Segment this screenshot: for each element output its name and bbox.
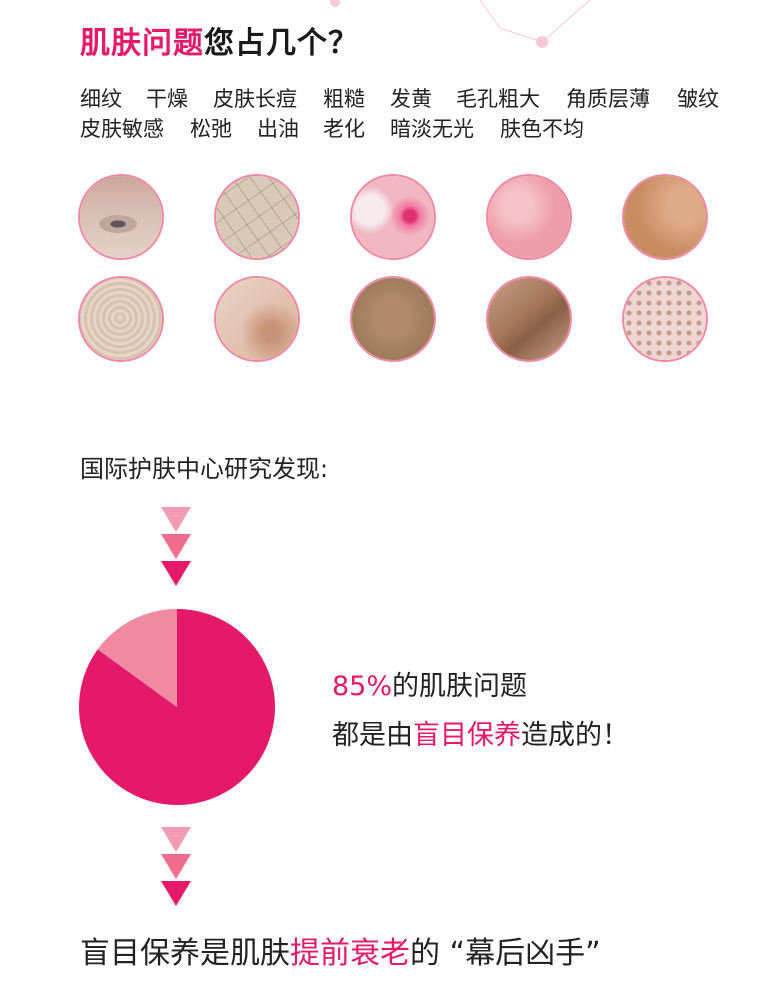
tag-sensitive: 皮肤敏感 [80, 117, 164, 141]
skin-image-yellow [622, 174, 708, 260]
bottom-pre: 盲目保养是肌肤 [80, 936, 290, 971]
fact-line-1: 85%的肌肤问题 [332, 664, 527, 703]
title-rest: 您占几个？ [204, 26, 359, 61]
tag-yellow: 发黄 [390, 87, 432, 111]
pie-chart [79, 609, 275, 805]
down-arrows-icon [160, 826, 192, 908]
pie-slice-minor [97, 609, 177, 707]
tag-row-1: 细纹 干燥 皮肤长痘 粗糙 发黄 毛孔粗大 角质层薄 皱纹 [80, 84, 730, 114]
tag-uneven-tone: 肤色不均 [500, 117, 584, 141]
tag-wrinkles: 皱纹 [677, 87, 719, 111]
skin-image-acne [350, 174, 436, 260]
skin-image-sensitive [214, 276, 300, 362]
page-title: 肌肤问题您占几个？ [80, 18, 359, 62]
study-label: 国际护肤中心研究发现: [80, 455, 329, 483]
tag-thin-cuticle: 角质层薄 [566, 87, 650, 111]
skin-image-fine-texture [78, 276, 164, 362]
bottom-post: 的 “幕后凶手” [410, 936, 601, 971]
bottom-highlight: 提前衰老 [290, 936, 410, 971]
tag-acne: 皮肤长痘 [213, 87, 297, 111]
decorative-lines [330, 0, 591, 48]
fact-highlight: 盲目保养 [413, 720, 521, 751]
tag-row-2: 皮肤敏感 松弛 出油 老化 暗淡无光 肤色不均 [80, 114, 730, 144]
fact-percent: 85% [332, 671, 393, 702]
bottom-statement: 盲目保养是肌肤提前衰老的 “幕后凶手” [80, 928, 601, 972]
tag-loose: 松弛 [190, 117, 232, 141]
tag-large-pores: 毛孔粗大 [456, 87, 540, 111]
fact-line1-text: 的肌肤问题 [392, 671, 528, 702]
fact-line-2: 都是由盲目保养造成的！ [332, 713, 629, 752]
tag-aging: 老化 [323, 117, 365, 141]
tag-oily: 出油 [257, 117, 299, 141]
tag-fine-lines: 细纹 [80, 87, 122, 111]
skin-image-dry-cracked [214, 174, 300, 260]
fact-line2-pre: 都是由 [332, 720, 413, 751]
tag-dull: 暗淡无光 [390, 117, 474, 141]
skin-image-rough-red [486, 174, 572, 260]
skin-image-fold-wrinkle [486, 276, 572, 362]
title-highlight: 肌肤问题 [80, 26, 204, 61]
tag-dry: 干燥 [146, 87, 188, 111]
skin-image-loose [350, 276, 436, 362]
fact-line2-post: 造成的！ [521, 720, 629, 751]
skin-image-eye-wrinkle [78, 174, 164, 260]
skin-problem-list: 细纹 干燥 皮肤长痘 粗糙 发黄 毛孔粗大 角质层薄 皱纹 皮肤敏感 松弛 出油… [80, 84, 730, 144]
down-arrows-icon [160, 506, 192, 588]
tag-rough: 粗糙 [323, 87, 365, 111]
skin-image-large-pores [622, 276, 708, 362]
